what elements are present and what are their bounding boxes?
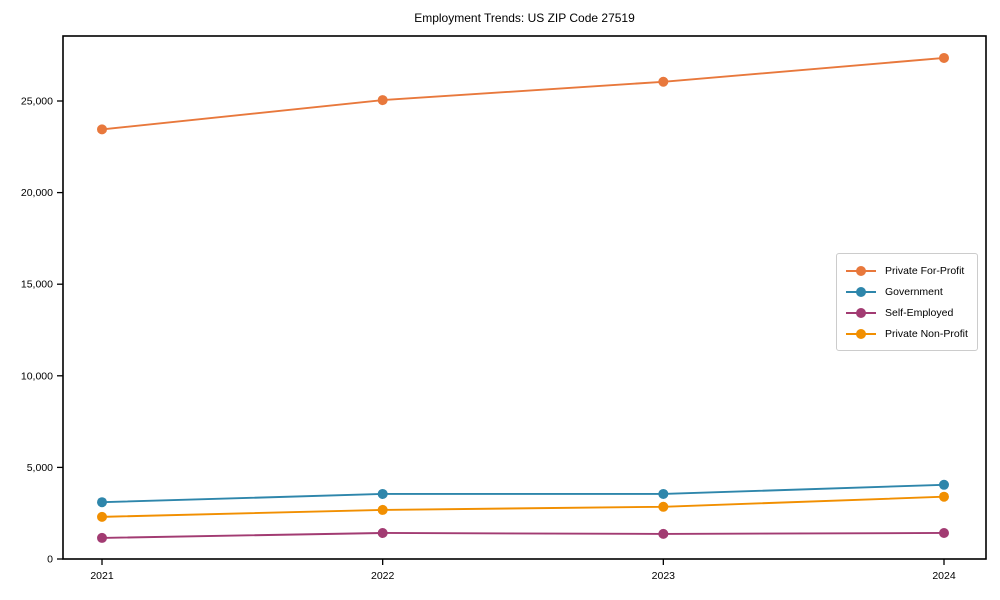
x-tick-label: 2022 xyxy=(371,570,395,582)
data-point-self-employed xyxy=(939,527,949,538)
y-tick-label: 20,000 xyxy=(21,187,53,199)
data-point-self-employed xyxy=(658,528,669,539)
legend: Private For-Profit Government Self-Employe… xyxy=(836,253,978,351)
y-tick-label: 25,000 xyxy=(21,96,53,108)
legend-label: Private For-Profit xyxy=(885,264,965,277)
legend-label: Self-Employed xyxy=(885,306,954,319)
legend-item-government: Government xyxy=(845,281,968,302)
legend-marker-icon xyxy=(846,307,876,318)
y-tick-label: 15,000 xyxy=(21,279,53,291)
legend-item-self-employed: Self-Employed xyxy=(845,302,968,323)
series-line-private-non-profit xyxy=(101,495,945,518)
x-tick-label: 2024 xyxy=(932,570,956,582)
data-point-government xyxy=(939,479,949,490)
y-tick-label: 0 xyxy=(47,554,53,566)
data-point-private-non-profit xyxy=(939,491,949,502)
data-point-government xyxy=(97,497,107,508)
data-point-government xyxy=(658,488,669,499)
data-point-private-non-profit xyxy=(97,511,107,522)
x-tick-label: 2021 xyxy=(90,570,114,582)
data-point-private-for-profit xyxy=(939,52,949,63)
data-point-private-non-profit xyxy=(658,501,669,512)
y-tick-label: 10,000 xyxy=(21,370,53,382)
series-line-private-for-profit xyxy=(101,57,945,131)
data-point-private-for-profit xyxy=(658,76,669,87)
chart-title: Employment Trends: US ZIP Code 27519 xyxy=(414,11,635,25)
data-point-government xyxy=(377,488,388,499)
data-point-private-for-profit xyxy=(377,95,388,106)
legend-marker-icon xyxy=(846,286,876,297)
x-tick-label: 2023 xyxy=(652,570,676,582)
legend-label: Private Non-Profit xyxy=(885,327,968,340)
data-point-private-non-profit xyxy=(377,504,388,515)
series-line-self-employed xyxy=(101,532,945,539)
legend-label: Government xyxy=(885,285,943,298)
y-tick-label: 5,000 xyxy=(27,462,53,474)
legend-item-private-for-profit: Private For-Profit xyxy=(845,260,968,281)
legend-marker-icon xyxy=(846,265,876,276)
legend-marker-icon xyxy=(846,328,876,339)
data-point-self-employed xyxy=(377,527,388,538)
data-point-private-for-profit xyxy=(97,124,107,135)
series-line-government xyxy=(101,483,945,504)
legend-item-private-non-profit: Private Non-Profit xyxy=(845,323,968,344)
data-point-self-employed xyxy=(97,532,107,543)
plot-border xyxy=(62,35,987,560)
